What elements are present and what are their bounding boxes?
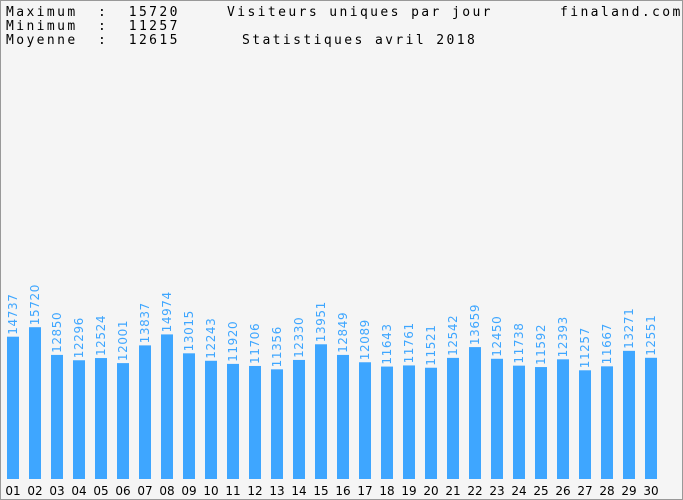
- tick-label-18: 18: [379, 484, 394, 498]
- bar-21: [447, 357, 459, 479]
- tick-label-17: 17: [357, 484, 372, 498]
- value-label-24: 11738: [512, 322, 526, 363]
- bar-11: [227, 363, 239, 479]
- bar-13: [271, 369, 283, 479]
- bar-26: [557, 359, 569, 479]
- bar-08: [161, 334, 173, 479]
- bar-04: [73, 360, 85, 479]
- value-label-10: 12243: [204, 318, 218, 359]
- value-label-25: 11592: [534, 324, 548, 365]
- value-label-11: 11920: [226, 321, 240, 362]
- tick-label-07: 07: [137, 484, 152, 498]
- value-label-02: 15720: [28, 284, 42, 325]
- chart-subtitle: Statistiques avril 2018: [242, 33, 478, 48]
- tick-label-28: 28: [599, 484, 614, 498]
- tick-label-12: 12: [247, 484, 262, 498]
- bar-14: [293, 359, 305, 479]
- value-label-28: 11667: [600, 323, 614, 364]
- bar-20: [425, 367, 437, 479]
- tick-label-15: 15: [313, 484, 328, 498]
- value-label-07: 13837: [138, 302, 152, 343]
- bar-05: [95, 358, 107, 479]
- tick-label-23: 23: [489, 484, 504, 498]
- value-label-30: 12551: [644, 315, 658, 356]
- value-label-19: 11761: [402, 322, 416, 363]
- avg-stat: Moyenne : 12615: [6, 33, 180, 48]
- tick-label-05: 05: [93, 484, 108, 498]
- tick-label-11: 11: [225, 484, 240, 498]
- value-label-08: 14974: [160, 291, 174, 332]
- bar-25: [535, 367, 547, 479]
- value-label-22: 13659: [468, 304, 482, 345]
- max-stat: Maximum : 15720: [6, 5, 180, 20]
- bar-10: [205, 360, 217, 479]
- tick-label-26: 26: [555, 484, 570, 498]
- bar-29: [623, 350, 635, 479]
- bar-27: [579, 370, 591, 479]
- tick-label-14: 14: [291, 484, 306, 498]
- tick-label-03: 03: [49, 484, 64, 498]
- bar-16: [337, 354, 349, 479]
- bar-17: [359, 362, 371, 479]
- tick-label-19: 19: [401, 484, 416, 498]
- value-label-18: 11643: [380, 323, 394, 364]
- bar-07: [139, 345, 151, 479]
- value-label-15: 13951: [314, 301, 328, 342]
- tick-label-27: 27: [577, 484, 592, 498]
- tick-label-06: 06: [115, 484, 130, 498]
- tick-label-29: 29: [621, 484, 636, 498]
- tick-label-01: 01: [5, 484, 20, 498]
- value-label-06: 12001: [116, 320, 130, 361]
- tick-label-04: 04: [71, 484, 86, 498]
- bar-09: [183, 353, 195, 479]
- bar-03: [51, 354, 63, 479]
- tick-label-22: 22: [467, 484, 482, 498]
- tick-label-30: 30: [643, 484, 658, 498]
- value-label-13: 11356: [270, 326, 284, 367]
- tick-label-10: 10: [203, 484, 218, 498]
- tick-label-16: 16: [335, 484, 350, 498]
- value-label-26: 12393: [556, 316, 570, 357]
- bar-12: [249, 365, 261, 479]
- min-stat: Minimum : 11257: [6, 19, 180, 34]
- value-label-05: 12524: [94, 315, 108, 356]
- value-label-14: 12330: [292, 317, 306, 358]
- tick-label-13: 13: [269, 484, 284, 498]
- bar-28: [601, 366, 613, 479]
- value-label-01: 14737: [6, 294, 20, 335]
- value-label-12: 11706: [248, 323, 262, 364]
- bar-06: [117, 363, 129, 479]
- value-label-29: 13271: [622, 308, 636, 349]
- bar-02: [29, 327, 41, 479]
- tick-label-02: 02: [27, 484, 42, 498]
- value-label-09: 13015: [182, 310, 196, 351]
- bar-15: [315, 344, 327, 479]
- value-label-03: 12850: [50, 312, 64, 353]
- bar-22: [469, 347, 481, 479]
- bar-18: [381, 366, 393, 479]
- chart-title: Visiteurs uniques par jour: [227, 5, 493, 20]
- site-name: finaland.com: [560, 5, 683, 20]
- value-label-04: 12296: [72, 317, 86, 358]
- tick-label-21: 21: [445, 484, 460, 498]
- value-label-23: 12450: [490, 316, 504, 357]
- tick-label-25: 25: [533, 484, 548, 498]
- tick-label-24: 24: [511, 484, 526, 498]
- bar-01: [7, 336, 19, 479]
- value-label-16: 12849: [336, 312, 350, 353]
- value-label-20: 11521: [424, 325, 438, 366]
- bar-30: [645, 357, 657, 479]
- value-label-21: 12542: [446, 315, 460, 356]
- bar-19: [403, 365, 415, 479]
- tick-label-20: 20: [423, 484, 438, 498]
- value-label-17: 12089: [358, 319, 372, 360]
- tick-label-08: 08: [159, 484, 174, 498]
- bar-24: [513, 365, 525, 479]
- bar-23: [491, 358, 503, 479]
- tick-label-09: 09: [181, 484, 196, 498]
- value-label-27: 11257: [578, 327, 592, 368]
